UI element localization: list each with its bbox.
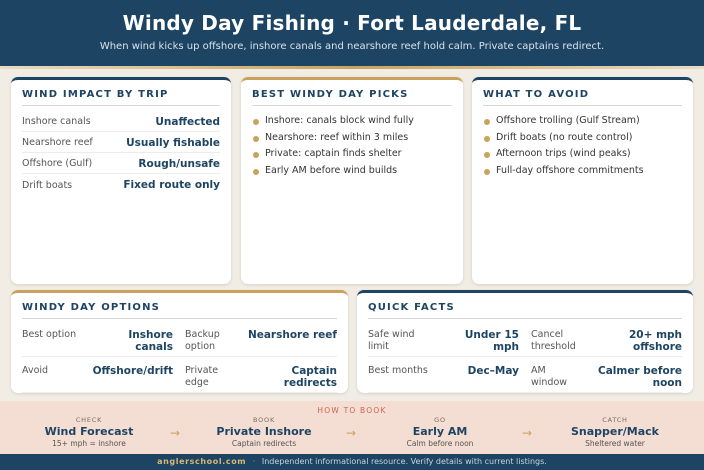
cell-label: Backup option xyxy=(185,329,220,352)
step-go: GO Early AM Calm before noon xyxy=(375,416,505,448)
wind-impact-row: Inshore canals Unaffected xyxy=(22,112,220,132)
list-item: Private: captain finds shelter xyxy=(252,146,455,163)
step-heading: Early AM xyxy=(412,425,468,438)
arrow-right-icon: → xyxy=(522,426,533,440)
step-check: CHECK Wind Forecast 15+ mph = inshore xyxy=(24,416,154,448)
wind-impact-row: Drift boats Fixed route only xyxy=(22,175,220,195)
page-footer: anglerschool.com · Independent informati… xyxy=(0,454,704,470)
quick-facts-card: QUICK FACTS Safe wind limit Under 15 mph… xyxy=(357,290,693,393)
bullet-dot-icon xyxy=(484,119,490,125)
avoid-list: Offshore trolling (Gulf Stream) Drift bo… xyxy=(483,113,685,180)
how-to-book-label: HOW TO BOOK xyxy=(317,406,387,415)
page-title: Windy Day Fishing · Fort Lauderdale, FL xyxy=(122,11,582,35)
avoid-title: WHAT TO AVOID xyxy=(483,89,682,106)
cell-label: AM window xyxy=(531,365,568,388)
bullet-dot-icon xyxy=(484,135,490,142)
cell-value: 20+ mph offshore xyxy=(629,329,682,353)
page-subtitle: When wind kicks up offshore, inshore can… xyxy=(99,41,605,52)
header-divider xyxy=(0,66,704,69)
arrow-right-icon: → xyxy=(170,426,181,440)
options-title: WINDY DAY OPTIONS xyxy=(22,302,337,319)
list-item: Afternoon trips (wind peaks) xyxy=(483,146,685,163)
step-label: GO xyxy=(434,416,446,424)
row-label: Drift boats xyxy=(22,179,73,191)
cell-label: Best months xyxy=(368,365,428,376)
cell-label: Safe wind limit xyxy=(368,329,415,352)
wind-impact-title: WIND IMPACT BY TRIP xyxy=(22,89,220,106)
bullet-dot-icon xyxy=(253,152,259,159)
options-row: Avoid Offshore/drift Private edge Captai… xyxy=(22,359,337,393)
row-value: Fixed route only xyxy=(123,179,220,191)
quick-facts-title: QUICK FACTS xyxy=(368,302,682,319)
cell-label: Private edge xyxy=(185,365,219,388)
row-value: Unaffected xyxy=(155,115,220,128)
cell-label: Cancel threshold xyxy=(531,329,576,352)
cell-value: Inshore canals xyxy=(128,329,173,353)
options-card: WINDY DAY OPTIONS Best option Inshore ca… xyxy=(11,290,348,393)
cell-value: Dec–May xyxy=(467,365,519,377)
row-label: Offshore (Gulf) xyxy=(22,158,93,169)
step-label: BOOK xyxy=(252,416,276,424)
bullet-dot-icon xyxy=(253,169,259,176)
row-label: Inshore canals xyxy=(22,116,91,127)
cell-label: Best option xyxy=(22,329,77,340)
list-item: Inshore: canals block wind fully xyxy=(252,113,455,130)
step-heading: Private Inshore xyxy=(216,425,312,438)
step-subtext: 15+ mph = inshore xyxy=(52,439,126,448)
step-label: CATCH xyxy=(602,416,628,424)
how-to-book-strip: HOW TO BOOK CHECK Wind Forecast 15+ mph … xyxy=(0,401,704,454)
facts-row: Safe wind limit Under 15 mph Cancel thre… xyxy=(368,323,682,357)
cell-label: Avoid xyxy=(22,365,49,376)
bullet-dot-icon xyxy=(484,169,490,176)
best-picks-title: BEST WINDY DAY PICKS xyxy=(252,89,452,106)
step-catch: CATCH Snapper/Mack Sheltered water xyxy=(550,416,680,448)
facts-row: Best months Dec–May AM window Calmer bef… xyxy=(368,359,682,393)
row-value: Usually fishable xyxy=(126,136,220,149)
footer-note: Independent informational resource. Veri… xyxy=(261,457,547,466)
avoid-card: WHAT TO AVOID Offshore trolling (Gulf St… xyxy=(472,77,693,284)
list-item: Offshore trolling (Gulf Stream) xyxy=(483,113,685,130)
step-subtext: Calm before noon xyxy=(406,439,474,448)
list-item: Full-day offshore commitments xyxy=(483,163,685,180)
cell-value: Under 15 mph xyxy=(464,329,519,353)
best-picks-list: Inshore: canals block wind fully Nearsho… xyxy=(252,113,455,180)
bullet-dot-icon xyxy=(484,152,490,159)
row-value: Rough/unsafe xyxy=(138,157,220,170)
list-item: Drift boats (no route control) xyxy=(483,130,685,147)
step-subtext: Sheltered water xyxy=(585,439,645,448)
cell-value: Nearshore reef xyxy=(247,329,337,341)
best-picks-card: BEST WINDY DAY PICKS Inshore: canals blo… xyxy=(241,77,463,284)
page-header: Windy Day Fishing · Fort Lauderdale, FL … xyxy=(0,0,704,66)
options-row: Best option Inshore canals Backup option… xyxy=(22,323,337,357)
brand-link[interactable]: anglerschool.com xyxy=(157,457,247,466)
arrow-right-icon: → xyxy=(346,426,357,440)
bullet-dot-icon xyxy=(253,135,259,142)
step-subtext: Captain redirects xyxy=(231,439,297,448)
list-item: Early AM before wind builds xyxy=(252,163,455,180)
footer-separator: · xyxy=(252,457,256,466)
cell-value: Offshore/drift xyxy=(92,365,173,377)
step-book: BOOK Private Inshore Captain redirects xyxy=(199,416,329,448)
step-heading: Wind Forecast xyxy=(44,425,134,438)
cell-value: Captain redirects xyxy=(283,365,337,389)
bullet-dot-icon xyxy=(253,119,259,125)
wind-impact-row: Nearshore reef Usually fishable xyxy=(22,133,220,153)
step-label: CHECK xyxy=(75,416,103,424)
wind-impact-row: Offshore (Gulf) Rough/unsafe xyxy=(22,154,220,174)
list-item: Nearshore: reef within 3 miles xyxy=(252,130,455,147)
row-label: Nearshore reef xyxy=(22,137,93,148)
wind-impact-card: WIND IMPACT BY TRIP Inshore canals Unaff… xyxy=(11,77,231,284)
step-heading: Snapper/Mack xyxy=(570,425,660,438)
cell-value: Calmer before noon xyxy=(597,365,682,389)
